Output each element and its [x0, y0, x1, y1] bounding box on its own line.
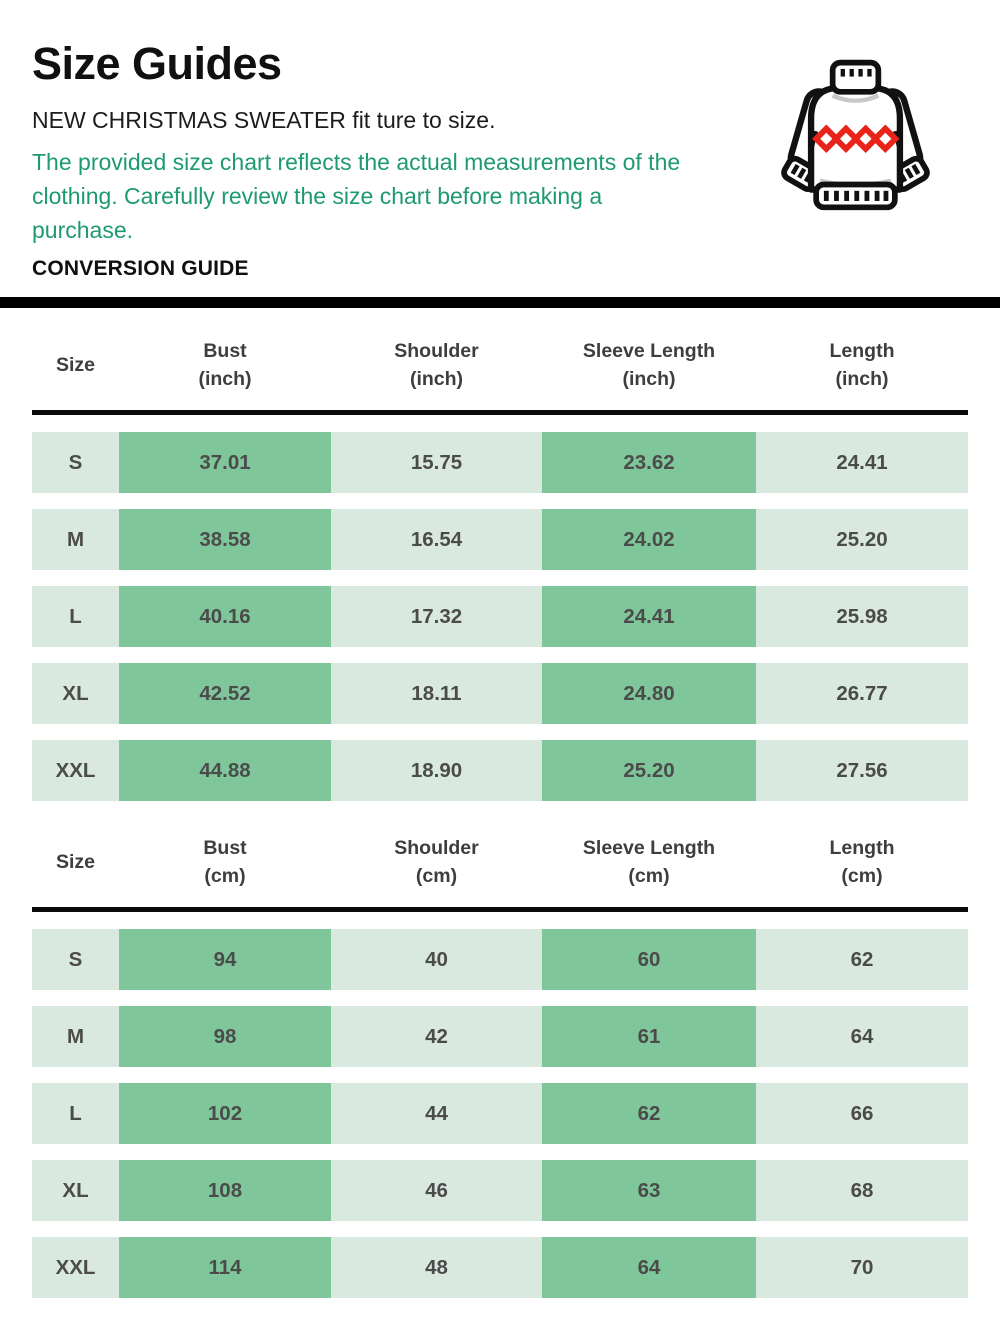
- measurement-value: 44.88: [119, 740, 331, 802]
- measurement-value: 114: [119, 1237, 331, 1299]
- size-label: XXL: [32, 1237, 119, 1299]
- column-header-bust: Bust (cm): [203, 837, 247, 888]
- measurement-value: 61: [542, 1006, 756, 1068]
- column-header-length: Length (inch): [829, 340, 895, 391]
- size-row-l: L 40.16 17.32 24.41 25.98: [32, 586, 968, 648]
- table-body: S 94 40 60 62 M 98 42 61 64 L 102 44 62 66 XL 108 46 63 68 X…: [32, 929, 968, 1299]
- measurement-value: 27.56: [756, 740, 968, 802]
- measurement-value: 42.52: [119, 663, 331, 725]
- size-row-m: M 38.58 16.54 24.02 25.20: [32, 509, 968, 571]
- size-row-xxl: XXL 114 48 64 70: [32, 1237, 968, 1299]
- size-label: S: [32, 432, 119, 494]
- measurement-value: 40: [331, 929, 542, 991]
- header-underline: [32, 907, 968, 913]
- measurement-value: 98: [119, 1006, 331, 1068]
- measurement-value: 24.41: [756, 432, 968, 494]
- size-label: XL: [32, 663, 119, 725]
- size-row-xxl: XXL 44.88 18.90 25.20 27.56: [32, 740, 968, 802]
- measurement-value: 18.11: [331, 663, 542, 725]
- measurement-value: 108: [119, 1160, 331, 1222]
- measurement-value: 24.41: [542, 586, 756, 648]
- measurement-value: 66: [756, 1083, 968, 1145]
- measurement-value: 15.75: [331, 432, 542, 494]
- christmas-sweater-icon: [781, 59, 930, 211]
- measurement-value: 42: [331, 1006, 542, 1068]
- measurement-value: 23.62: [542, 432, 756, 494]
- size-table-inches: Size Bust (inch) Shoulder (inch) Sleeve Lengt…: [32, 336, 968, 802]
- column-header-sleeve-length: Sleeve Length (inch): [582, 340, 716, 391]
- fit-subtitle: NEW CHRISTMAS SWEATER fit ture to size.: [32, 107, 496, 134]
- measurement-value: 60: [542, 929, 756, 991]
- sweater-collar: [829, 59, 882, 95]
- measurement-value: 25.98: [756, 586, 968, 648]
- diamond-pattern: [812, 124, 900, 154]
- size-label: S: [32, 929, 119, 991]
- measurement-value: 64: [756, 1006, 968, 1068]
- column-header-size: Size: [55, 354, 96, 377]
- measurement-value: 63: [542, 1160, 756, 1222]
- measurement-value: 26.77: [756, 663, 968, 725]
- measurement-value: 24.02: [542, 509, 756, 571]
- measurement-value: 70: [756, 1237, 968, 1299]
- size-row-xl: XL 108 46 63 68: [32, 1160, 968, 1222]
- size-label: XXL: [32, 740, 119, 802]
- measurement-value: 94: [119, 929, 331, 991]
- measurement-value: 68: [756, 1160, 968, 1222]
- size-row-s: S 94 40 60 62: [32, 929, 968, 991]
- size-label: L: [32, 1083, 119, 1145]
- column-header-sleeve-length: Sleeve Length (cm): [582, 837, 716, 888]
- table-header-row: Size Bust (cm) Shoulder (cm) Sleeve Length (cm…: [32, 833, 968, 891]
- measurement-value: 64: [542, 1237, 756, 1299]
- measurement-value: 37.01: [119, 432, 331, 494]
- measurement-value: 17.32: [331, 586, 542, 648]
- table-header-row: Size Bust (inch) Shoulder (inch) Sleeve Lengt…: [32, 336, 968, 394]
- measurement-value: 16.54: [331, 509, 542, 571]
- size-row-m: M 98 42 61 64: [32, 1006, 968, 1068]
- measurement-value: 46: [331, 1160, 542, 1222]
- header-underline: [32, 410, 968, 416]
- size-row-s: S 37.01 15.75 23.62 24.41: [32, 432, 968, 494]
- measurement-value: 38.58: [119, 509, 331, 571]
- measurement-value: 44: [331, 1083, 542, 1145]
- size-label: L: [32, 586, 119, 648]
- size-row-l: L 102 44 62 66: [32, 1083, 968, 1145]
- size-chart-note: The provided size chart reflects the act…: [32, 149, 681, 244]
- column-header-shoulder: Shoulder (cm): [394, 837, 479, 888]
- measurement-value: 102: [119, 1083, 331, 1145]
- measurement-value: 48: [331, 1237, 542, 1299]
- divider-bar: [0, 297, 1000, 309]
- size-label: M: [32, 509, 119, 571]
- size-label: XL: [32, 1160, 119, 1222]
- measurement-value: 62: [756, 929, 968, 991]
- table-body: S 37.01 15.75 23.62 24.41 M 38.58 16.54 24.02 25.…: [32, 432, 968, 802]
- column-header-bust: Bust (inch): [198, 340, 252, 391]
- column-header-shoulder: Shoulder (inch): [394, 340, 479, 391]
- measurement-value: 40.16: [119, 586, 331, 648]
- size-label: M: [32, 1006, 119, 1068]
- size-table-centimeters: Size Bust (cm) Shoulder (cm) Sleeve Length (cm…: [32, 833, 968, 1299]
- measurement-value: 25.20: [756, 509, 968, 571]
- conversion-guide-label: CONVERSION GUIDE: [32, 257, 249, 281]
- measurement-value: 18.90: [331, 740, 542, 802]
- page-title: Size Guides: [32, 38, 282, 89]
- size-row-xl: XL 42.52 18.11 24.80 26.77: [32, 663, 968, 725]
- column-header-size: Size: [55, 851, 96, 874]
- column-header-length: Length (cm): [829, 837, 895, 888]
- hero-section: Size Guides NEW CHRISTMAS SWEATER fit tu…: [0, 0, 1000, 281]
- measurement-value: 62: [542, 1083, 756, 1145]
- sweater-hem: [813, 181, 898, 211]
- measurement-value: 25.20: [542, 740, 756, 802]
- measurement-value: 24.80: [542, 663, 756, 725]
